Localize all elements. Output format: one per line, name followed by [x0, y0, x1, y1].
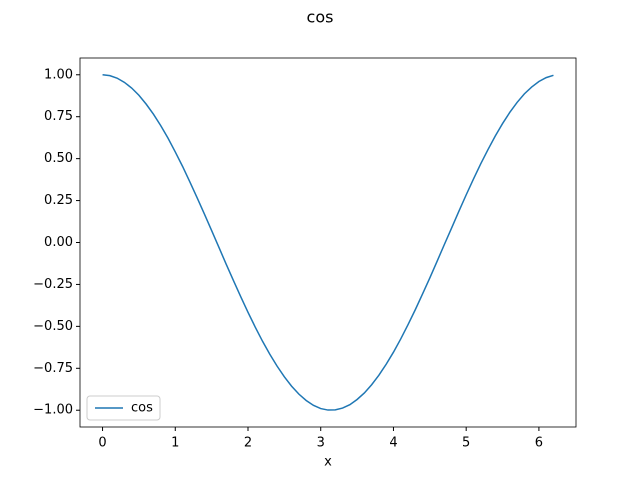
plot-frame: [79, 57, 577, 428]
x-axis-label: x: [324, 455, 332, 470]
y-tick-label: 0.25: [44, 193, 73, 208]
y-tick-label: −1.00: [33, 403, 73, 418]
y-tick-label: 1.00: [44, 67, 73, 82]
y-tick-label: 0.00: [44, 235, 73, 250]
x-tick-label: 6: [535, 436, 543, 451]
y-tick-label: 0.75: [44, 109, 73, 124]
chart-title: cos: [307, 8, 334, 27]
y-tick-label: −0.50: [33, 319, 73, 334]
x-tick-label: 4: [389, 436, 397, 451]
legend-box: [86, 395, 161, 421]
x-tick-label: 0: [98, 436, 106, 451]
x-tick-label: 5: [462, 436, 470, 451]
y-tick-label: −0.25: [33, 277, 73, 292]
x-tick-label: 1: [171, 436, 179, 451]
x-tick-label: 2: [244, 436, 252, 451]
x-tick-label: 3: [317, 436, 325, 451]
y-tick-label: 0.50: [44, 151, 73, 166]
y-tick-label: −0.75: [33, 361, 73, 376]
line: [102, 74, 554, 411]
legend-label: cos: [131, 401, 153, 416]
